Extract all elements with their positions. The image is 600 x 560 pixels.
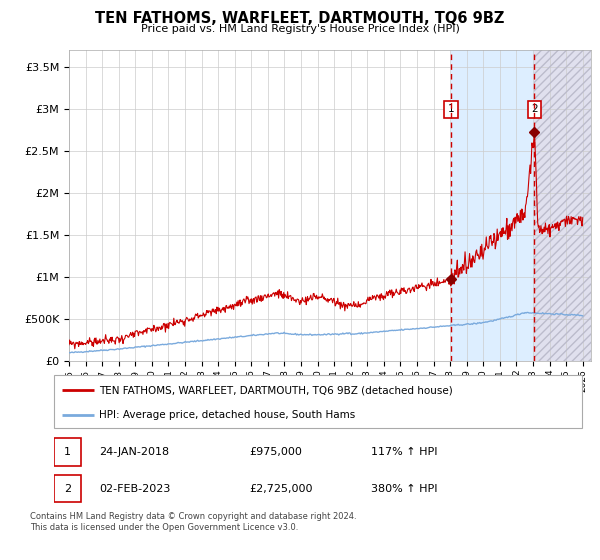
Text: Contains HM Land Registry data © Crown copyright and database right 2024.
This d: Contains HM Land Registry data © Crown c… <box>30 512 356 532</box>
Text: 1: 1 <box>64 447 71 457</box>
FancyBboxPatch shape <box>54 438 82 466</box>
Text: 117% ↑ HPI: 117% ↑ HPI <box>371 447 437 457</box>
Text: TEN FATHOMS, WARFLEET, DARTMOUTH, TQ6 9BZ (detached house): TEN FATHOMS, WARFLEET, DARTMOUTH, TQ6 9B… <box>99 385 452 395</box>
Bar <box>535 50 591 361</box>
Text: TEN FATHOMS, WARFLEET, DARTMOUTH, TQ6 9BZ: TEN FATHOMS, WARFLEET, DARTMOUTH, TQ6 9B… <box>95 11 505 26</box>
Text: £2,725,000: £2,725,000 <box>250 484 313 493</box>
Text: 2: 2 <box>531 104 538 114</box>
Bar <box>451 50 535 361</box>
Text: 380% ↑ HPI: 380% ↑ HPI <box>371 484 437 493</box>
Text: 02-FEB-2023: 02-FEB-2023 <box>99 484 170 493</box>
Text: 2: 2 <box>64 484 71 493</box>
FancyBboxPatch shape <box>54 475 82 502</box>
FancyBboxPatch shape <box>54 375 582 428</box>
Text: 24-JAN-2018: 24-JAN-2018 <box>99 447 169 457</box>
Text: £975,000: £975,000 <box>250 447 302 457</box>
Text: Price paid vs. HM Land Registry's House Price Index (HPI): Price paid vs. HM Land Registry's House … <box>140 24 460 34</box>
Text: 1: 1 <box>448 104 455 114</box>
Text: HPI: Average price, detached house, South Hams: HPI: Average price, detached house, Sout… <box>99 410 355 420</box>
Bar <box>535 50 591 361</box>
